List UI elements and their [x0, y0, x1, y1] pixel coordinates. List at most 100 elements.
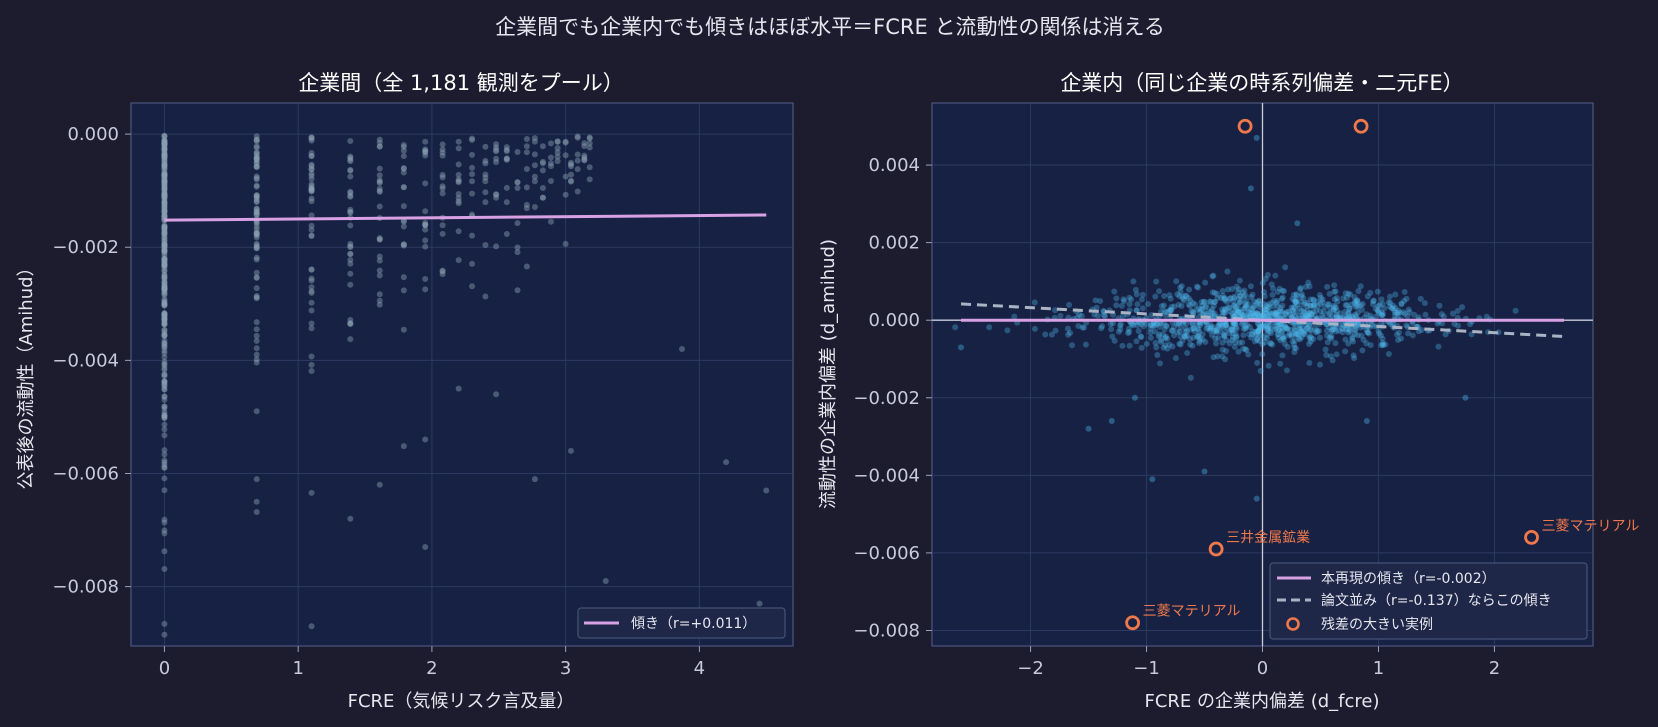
scatter-point: [161, 171, 168, 178]
scatter-point: [1264, 312, 1271, 319]
x-tick-label: 1: [292, 658, 303, 679]
scatter-point: [161, 311, 168, 318]
scatter-point: [1292, 327, 1299, 334]
scatter-point: [1329, 326, 1336, 333]
scatter-point: [161, 311, 168, 318]
scatter-point: [1351, 294, 1358, 301]
scatter-point: [1342, 308, 1349, 315]
scatter-point: [1251, 329, 1258, 336]
scatter-point: [1272, 323, 1279, 330]
scatter-point: [161, 142, 168, 149]
scatter-point: [422, 222, 429, 229]
scatter-point: [161, 191, 168, 198]
scatter-point: [1182, 325, 1189, 332]
scatter-point: [161, 258, 168, 265]
scatter-point: [1233, 325, 1240, 332]
scatter-point: [308, 288, 315, 295]
scatter-point: [482, 160, 489, 167]
scatter-point: [308, 134, 315, 141]
scatter-point: [1235, 306, 1242, 313]
scatter-point: [308, 307, 315, 314]
scatter-point: [161, 140, 168, 147]
scatter-point: [1305, 279, 1312, 286]
scatter-point: [1300, 329, 1307, 336]
scatter-point: [1270, 285, 1277, 292]
scatter-point: [161, 223, 168, 230]
scatter-point: [1264, 324, 1271, 331]
scatter-point: [1259, 351, 1266, 358]
scatter-point: [1231, 320, 1238, 327]
scatter-point: [422, 436, 429, 443]
legend-box: [1269, 562, 1588, 640]
scatter-point: [1125, 330, 1132, 337]
scatter-point: [1418, 327, 1425, 334]
scatter-point: [347, 515, 354, 522]
scatter-point: [1259, 312, 1266, 319]
scatter-point: [1135, 327, 1142, 334]
scatter-point: [1398, 301, 1405, 308]
scatter-point: [1254, 310, 1261, 317]
scatter-point: [455, 198, 462, 205]
scatter-point: [308, 212, 315, 219]
scatter-point: [1289, 307, 1296, 314]
scatter-point: [161, 412, 168, 419]
scatter-point: [161, 247, 168, 254]
scatter-point: [1280, 332, 1287, 339]
scatter-point: [161, 340, 168, 347]
scatter-point: [308, 489, 315, 496]
scatter-point: [1197, 322, 1204, 329]
x-tick-label: 0: [1257, 658, 1268, 679]
scatter-point: [253, 149, 260, 156]
scatter-point: [1107, 320, 1114, 327]
scatter-point: [161, 181, 168, 188]
scatter-point: [1292, 299, 1299, 306]
scatter-point: [547, 178, 554, 185]
scatter-point: [1165, 308, 1172, 315]
scatter-point: [1379, 339, 1386, 346]
scatter-point: [376, 236, 383, 243]
scatter-point: [439, 222, 446, 229]
scatter-point: [1243, 297, 1250, 304]
scatter-point: [400, 165, 407, 172]
scatter-point: [161, 316, 168, 323]
scatter-point: [469, 283, 476, 290]
scatter-point: [1153, 321, 1160, 328]
scatter-point: [1370, 298, 1377, 305]
scatter-point: [1327, 353, 1334, 360]
scatter-point: [1209, 289, 1216, 296]
scatter-point: [161, 262, 168, 269]
scatter-point: [469, 136, 476, 143]
scatter-point: [1111, 288, 1118, 295]
scatter-point: [161, 230, 168, 237]
scatter-point: [376, 203, 383, 210]
scatter-point: [469, 171, 476, 178]
scatter-point: [161, 177, 168, 184]
scatter-point: [308, 195, 315, 202]
scatter-point: [1205, 308, 1212, 315]
scatter-point: [439, 271, 446, 278]
scatter-point: [493, 391, 500, 398]
scatter-point: [1225, 286, 1232, 293]
scatter-point: [1250, 304, 1257, 311]
scatter-point: [1313, 307, 1320, 314]
scatter-point: [1232, 339, 1239, 346]
scatter-point: [161, 142, 168, 149]
scatter-point: [161, 393, 168, 400]
highlighted-point: [1524, 530, 1539, 545]
scatter-point: [1294, 331, 1301, 338]
scatter-point: [1241, 312, 1248, 319]
scatter-point: [376, 234, 383, 241]
scatter-point: [1283, 325, 1290, 332]
scatter-point: [161, 209, 168, 216]
scatter-point: [1293, 296, 1300, 303]
scatter-point: [1307, 333, 1314, 340]
scatter-point: [1109, 320, 1116, 327]
scatter-point: [1193, 283, 1200, 290]
scatter-point: [482, 178, 489, 185]
scatter-point: [1187, 374, 1194, 381]
scatter-point: [1278, 328, 1285, 335]
scatter-point: [1182, 328, 1189, 335]
scatter-point: [469, 190, 476, 197]
scatter-point: [161, 138, 168, 145]
scatter-point: [1258, 309, 1265, 316]
